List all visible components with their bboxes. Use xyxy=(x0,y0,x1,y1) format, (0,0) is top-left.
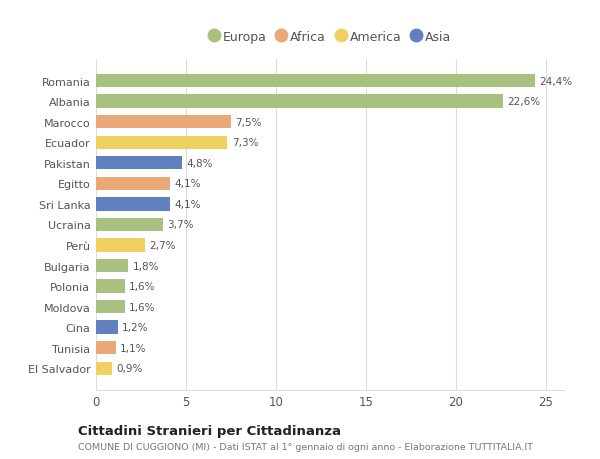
Text: 7,3%: 7,3% xyxy=(232,138,259,148)
Bar xyxy=(96,157,182,170)
Bar xyxy=(96,218,163,232)
Bar xyxy=(96,75,535,88)
Bar xyxy=(96,239,145,252)
Text: 3,7%: 3,7% xyxy=(167,220,194,230)
Text: 4,8%: 4,8% xyxy=(187,158,214,168)
Bar xyxy=(96,136,227,150)
Bar xyxy=(96,321,118,334)
Text: 0,9%: 0,9% xyxy=(116,364,143,374)
Bar xyxy=(96,341,116,355)
Text: 1,6%: 1,6% xyxy=(130,302,156,312)
Bar xyxy=(96,95,503,108)
Text: 1,2%: 1,2% xyxy=(122,323,149,332)
Text: 7,5%: 7,5% xyxy=(235,118,262,127)
Text: 4,1%: 4,1% xyxy=(175,199,201,209)
Text: 1,6%: 1,6% xyxy=(130,281,156,291)
Bar xyxy=(96,300,125,313)
Bar xyxy=(96,280,125,293)
Text: 4,1%: 4,1% xyxy=(175,179,201,189)
Text: 2,7%: 2,7% xyxy=(149,241,176,251)
Legend: Europa, Africa, America, Asia: Europa, Africa, America, Asia xyxy=(203,26,457,49)
Text: Cittadini Stranieri per Cittadinanza: Cittadini Stranieri per Cittadinanza xyxy=(78,424,341,437)
Text: COMUNE DI CUGGIONO (MI) - Dati ISTAT al 1° gennaio di ogni anno - Elaborazione T: COMUNE DI CUGGIONO (MI) - Dati ISTAT al … xyxy=(78,442,533,451)
Text: 1,8%: 1,8% xyxy=(133,261,160,271)
Text: 1,1%: 1,1% xyxy=(120,343,147,353)
Bar xyxy=(96,177,170,190)
Bar xyxy=(96,362,112,375)
Text: 24,4%: 24,4% xyxy=(540,76,573,86)
Bar xyxy=(96,259,128,273)
Text: 22,6%: 22,6% xyxy=(508,97,541,107)
Bar xyxy=(96,198,170,211)
Bar xyxy=(96,116,231,129)
